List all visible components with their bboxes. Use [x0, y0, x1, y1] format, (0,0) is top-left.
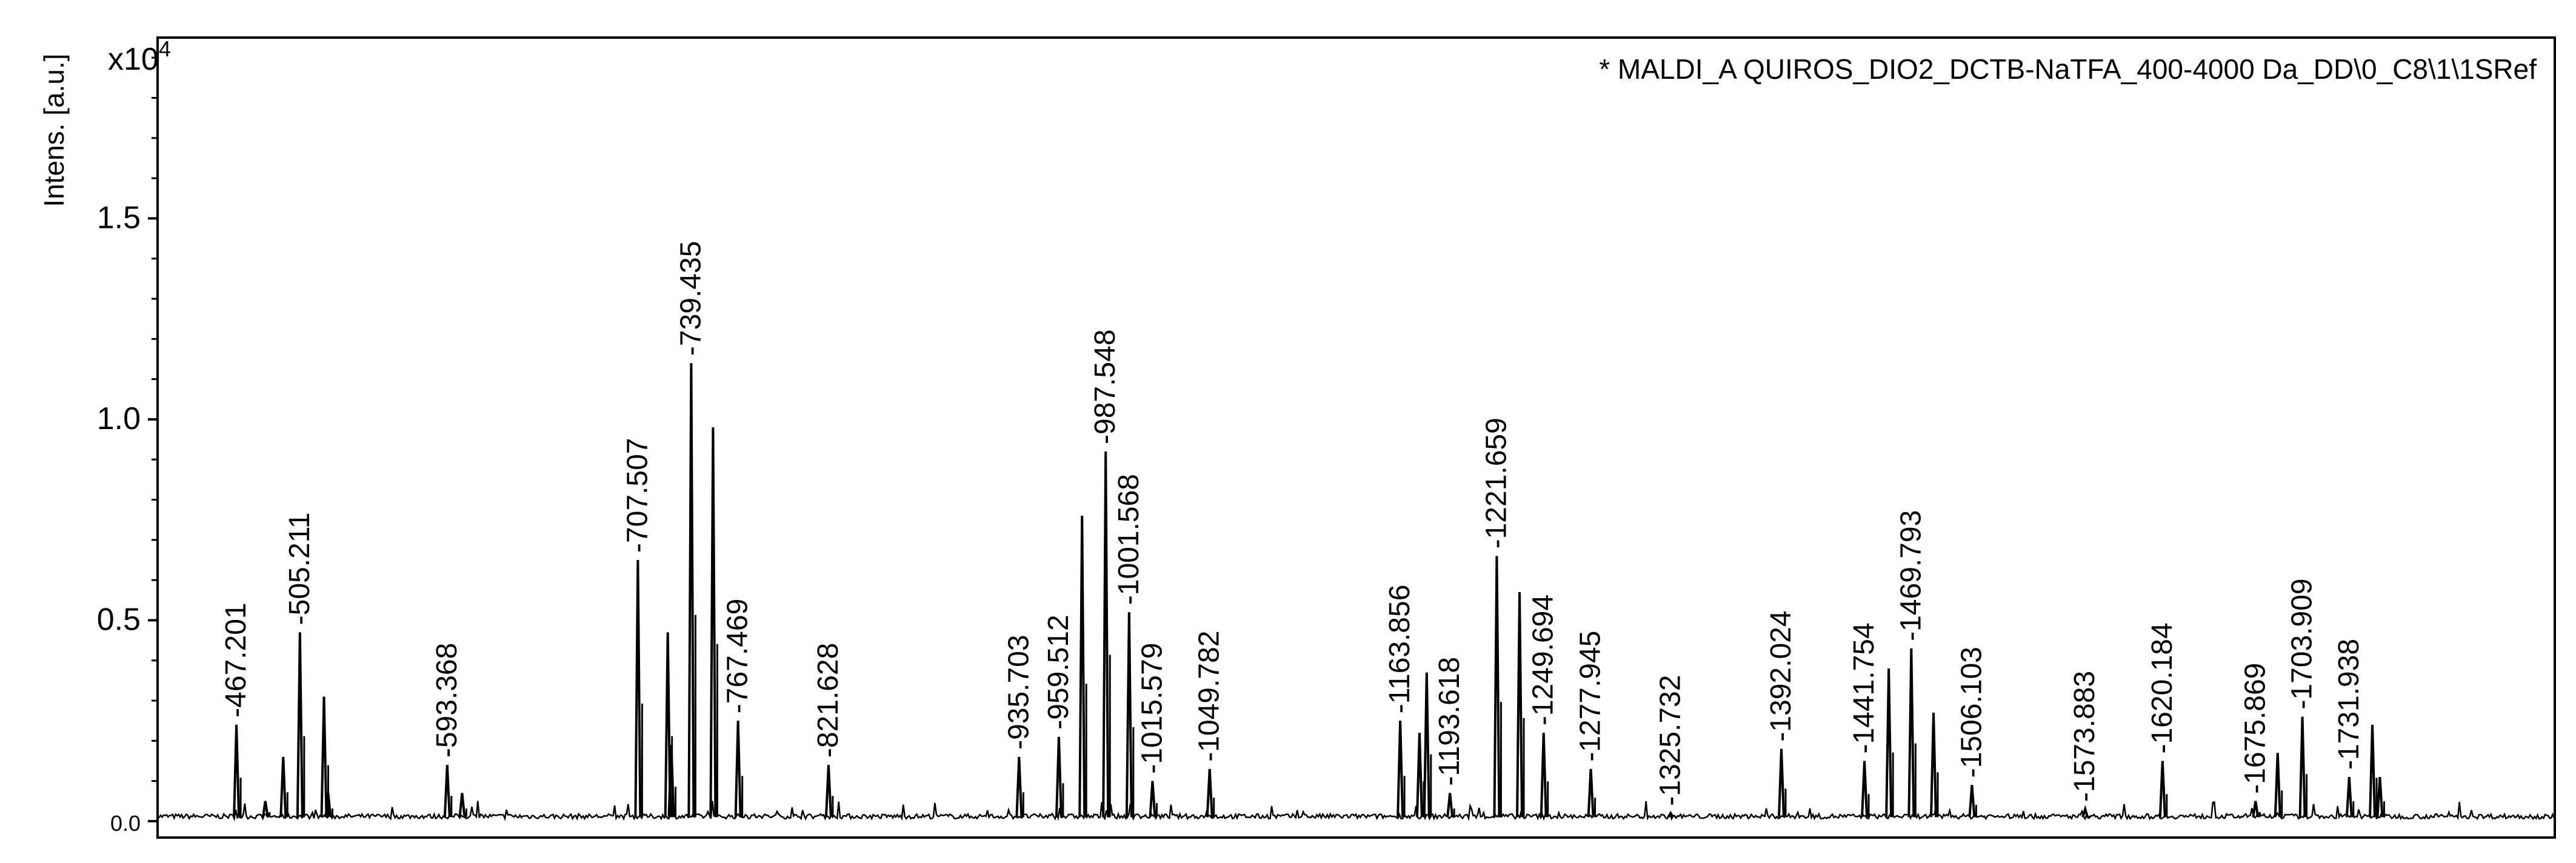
unlabeled-peak: [664, 632, 672, 818]
y-tick-label: 0.5: [97, 602, 141, 637]
labeled-peak: [734, 721, 742, 818]
labeled-peak: [1667, 810, 1675, 818]
labeled-peak: [1149, 781, 1156, 818]
peak-label: -1325.732: [1654, 675, 1686, 806]
y-multiplier-exponent: 4: [159, 36, 171, 61]
labeled-peak: [634, 559, 642, 818]
peak-label: -1277.945: [1575, 631, 1607, 762]
peak-label: -1731.938: [2333, 639, 2365, 770]
labeled-peak: [687, 363, 695, 818]
unlabeled-peak: [261, 801, 269, 818]
y-tick-label: 1.0: [97, 401, 141, 436]
peak-label: -1392.024: [1765, 610, 1797, 741]
peak-label: -1573.883: [2069, 671, 2101, 802]
labeled-peak: [1968, 785, 1976, 818]
chart-title: * MALDI_A QUIROS_DIO2_DCTB-NaTFA_400-400…: [1599, 53, 2537, 85]
unlabeled-peak: [667, 744, 675, 818]
peak-label: -1441.754: [1848, 622, 1880, 753]
labeled-peak: [1777, 748, 1785, 818]
peak-label: -1620.184: [2146, 622, 2178, 753]
unlabeled-peak: [320, 696, 328, 818]
peak-label: -505.211: [284, 512, 316, 625]
y-tick-label: 1.5: [97, 200, 141, 235]
unlabeled-peak: [324, 793, 332, 818]
baseline-noise: [157, 801, 2555, 822]
peak-label: -1506.103: [1955, 647, 1987, 778]
labeled-peak: [1055, 736, 1063, 818]
peak-label: -1469.793: [1895, 510, 1927, 641]
unlabeled-peak: [1885, 668, 1893, 818]
peak-label: -1001.568: [1113, 474, 1145, 605]
peak-label: -1015.579: [1136, 643, 1168, 774]
y-axis: 0.0 0.5 1.0 1.5: [97, 56, 158, 836]
labeled-peak: [2345, 776, 2353, 818]
peak-label: -1049.782: [1193, 631, 1226, 762]
unlabeled-peak: [1078, 516, 1086, 818]
unlabeled-peak: [2274, 753, 2281, 818]
labeled-peak: [443, 765, 451, 818]
labeled-peak: [2158, 761, 2166, 818]
peak-label: -987.548: [1089, 329, 1121, 444]
labeled-peak: [1861, 761, 1869, 818]
labeled-peak: [233, 724, 241, 818]
y-axis-multiplier: x104: [108, 36, 171, 77]
peak-label: -1675.869: [2239, 663, 2271, 794]
unlabeled-peak: [279, 756, 287, 818]
peak-label: -959.512: [1043, 615, 1075, 730]
unlabeled-peak: [458, 793, 466, 818]
unlabeled-peak: [2376, 776, 2384, 818]
peak-label: -1221.659: [1480, 418, 1512, 548]
peak-label: -821.628: [812, 643, 844, 758]
labeled-peak: [1907, 648, 1915, 818]
labeled-peak: [1587, 768, 1595, 818]
labeled-peak: [1446, 793, 1454, 818]
labeled-peak: [1396, 721, 1404, 818]
peak-label: -1193.618: [1433, 657, 1466, 786]
peak-label: -707.507: [621, 438, 653, 553]
unlabeled-peak: [709, 427, 717, 818]
peak-label: -1703.909: [2286, 578, 2318, 709]
labeled-peak: [1540, 733, 1547, 818]
labeled-peak: [2298, 716, 2306, 818]
plot-frame: [156, 36, 2556, 839]
peak-label: -1249.694: [1527, 595, 1560, 725]
labeled-peak: [824, 765, 832, 818]
unlabeled-peak: [1516, 592, 1524, 818]
y-axis-label: Intens. [a.u.]: [38, 53, 70, 207]
labeled-peak: [1206, 768, 1213, 818]
y-multiplier-base: x10: [108, 42, 159, 77]
peak-labels: -467.201 -505.211 -593.368 -707.507 -739.435…: [220, 241, 2365, 806]
unlabeled-peak: [1415, 733, 1423, 818]
unlabeled-peak: [1930, 712, 1938, 818]
peak-label: -935.703: [1003, 635, 1035, 750]
peak-label: -739.435: [675, 241, 707, 356]
peak-label: -593.368: [431, 643, 463, 758]
labeled-peak: [1125, 612, 1133, 818]
peak-label: -467.201: [220, 602, 252, 718]
y-tick-label: 0.0: [110, 811, 141, 836]
labeled-peak: [2081, 805, 2089, 818]
labeled-peak: [1015, 756, 1023, 818]
peak-label: -767.469: [722, 599, 754, 714]
unlabeled-peak: [1423, 672, 1430, 818]
labeled-peak: [2252, 801, 2260, 818]
unlabeled-peak: [2369, 724, 2377, 818]
labeled-peak: [296, 632, 304, 818]
spectrum-trace: [157, 363, 2555, 822]
labeled-peak: [1493, 556, 1501, 818]
labeled-peak: [1102, 451, 1110, 818]
peak-label: -1163.856: [1384, 585, 1416, 714]
